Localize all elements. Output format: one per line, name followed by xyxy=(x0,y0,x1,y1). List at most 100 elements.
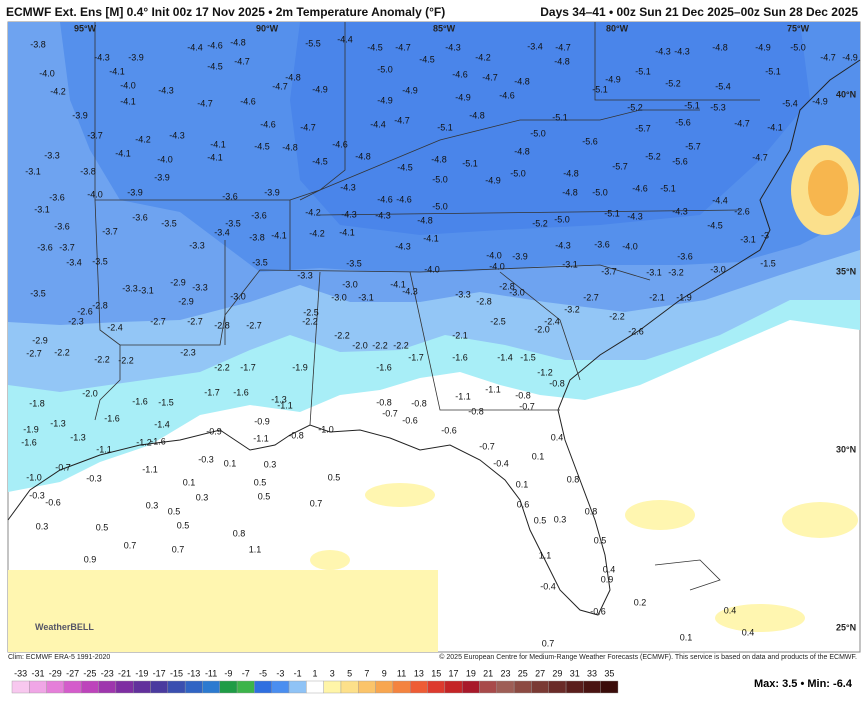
anomaly-label: 0.5 xyxy=(594,535,607,545)
anomaly-label: -3.4 xyxy=(527,41,543,51)
anomaly-label: -3.6 xyxy=(251,210,267,220)
anomaly-label: -4.7 xyxy=(272,81,288,91)
colorbar-label: -11 xyxy=(205,668,217,678)
anomaly-label: -2.2 xyxy=(54,347,70,357)
anomaly-label: -3.5 xyxy=(225,218,241,228)
map-background xyxy=(7,21,861,653)
anomaly-label: 0.1 xyxy=(516,479,529,489)
anomaly-label: -3.1 xyxy=(25,166,41,176)
anomaly-label: -2.3 xyxy=(180,347,196,357)
anomaly-label: -2.8 xyxy=(476,296,492,306)
anomaly-label: 0.5 xyxy=(254,477,267,487)
latitude-labels: 40°N 35°N 30°N 25°N xyxy=(836,89,856,632)
anomaly-label: -4.2 xyxy=(50,86,66,96)
colorbar-swatch xyxy=(306,680,324,694)
anomaly-label: -4.9 xyxy=(377,95,393,105)
anomaly-label: -1.7 xyxy=(204,387,220,397)
anomaly-label: -2.2 xyxy=(609,311,625,321)
anomaly-label: -1.1 xyxy=(277,400,293,410)
colorbar-swatch xyxy=(29,680,47,694)
anomaly-label: -4.1 xyxy=(115,148,131,158)
colorbar-swatch xyxy=(340,680,359,694)
anomaly-label: -4.3 xyxy=(672,206,688,216)
anomaly-label: 0.5 xyxy=(258,491,271,501)
anomaly-label: -0.8 xyxy=(549,378,565,388)
colorbar: -33 -31 -29 -27 -25 -23 -21 -19 -17 -15 -13 -11 -9 -7… xyxy=(11,668,619,694)
colorbar-swatch xyxy=(219,680,238,694)
anomaly-label: -4.3 xyxy=(445,42,461,52)
anomaly-label: -2.2 xyxy=(372,340,388,350)
anomaly-label: -2.8 xyxy=(92,300,108,310)
anomaly-label: -3.5 xyxy=(346,258,362,268)
anomaly-label: -2.9 xyxy=(170,277,186,287)
colorbar-label: 35 xyxy=(604,668,614,678)
anomaly-label: -4.0 xyxy=(424,264,440,274)
colorbar-label: 25 xyxy=(518,668,528,678)
anomaly-label: -4.1 xyxy=(339,227,355,237)
anomaly-label: -1.6 xyxy=(376,362,392,372)
anomaly-label: -5.0 xyxy=(377,64,393,74)
anomaly-label: -2.2 xyxy=(393,340,409,350)
anomaly-label: -5.2 xyxy=(665,78,681,88)
anomaly-label: -3.1 xyxy=(562,259,578,269)
anomaly-label: -4.6 xyxy=(377,194,393,204)
anomaly-label: -1.3 xyxy=(271,394,287,404)
anomaly-label: -3.7 xyxy=(102,226,118,236)
anomaly-label: 0.8 xyxy=(567,474,580,484)
anomaly-label: -3.0 xyxy=(331,292,347,302)
anomaly-label: 0.9 xyxy=(601,574,614,584)
anomaly-label: -2.4 xyxy=(107,322,123,332)
anomaly-label: 0.6 xyxy=(517,499,530,509)
anomaly-label: -5.0 xyxy=(432,201,448,211)
anomaly-label: -1.9 xyxy=(23,424,39,434)
anomaly-label: -4.3 xyxy=(158,85,174,95)
colorbar-swatch xyxy=(63,680,82,694)
anomaly-label: 1.1 xyxy=(249,544,262,554)
latitude-label: 30°N xyxy=(836,444,856,454)
anomaly-label: -5.6 xyxy=(582,136,598,146)
anomaly-label: -4.1 xyxy=(390,279,406,289)
anomaly-labels: -3.8-4.3 -3.9-4.4 -4.6 -4.8-4.7-4.5-5.5 -4.4… xyxy=(21,34,858,648)
anomaly-label: -1.2 xyxy=(136,437,152,447)
colorbar-label: 5 xyxy=(347,668,352,678)
anomaly-label: -3.6 xyxy=(594,239,610,249)
anomaly-label: -0.6 xyxy=(441,425,457,435)
anomaly-label: -4.1 xyxy=(210,139,226,149)
colorbar-label: 31 xyxy=(570,668,580,678)
anomaly-label: -5.1 xyxy=(592,84,608,94)
anomaly-label: -4.3 xyxy=(169,130,185,140)
anomaly-label: 0.4 xyxy=(724,605,737,615)
anomaly-label: -1.9 xyxy=(292,362,308,372)
anomaly-label: -2.2 xyxy=(94,354,110,364)
colorbar-label: -3 xyxy=(276,668,284,678)
anomaly-label: -1.5 xyxy=(158,397,174,407)
copyright: © 2025 European Centre for Medium-Range … xyxy=(439,653,857,661)
anomaly-label: -2.5 xyxy=(303,307,319,317)
anomaly-label: 0.7 xyxy=(310,498,323,508)
anomaly-label: -1.6 xyxy=(452,352,468,362)
anomaly-label: -4.3 xyxy=(674,46,690,56)
colorbar-label: 1 xyxy=(312,668,317,678)
anomaly-label: -3.3 xyxy=(44,150,60,160)
anomaly-label: -5.1 xyxy=(437,122,453,132)
anomaly-label: -4.6 xyxy=(632,183,648,193)
anomaly-label: -3.5 xyxy=(252,257,268,267)
anomaly-label: -4.3 xyxy=(555,240,571,250)
anomaly-label: 0.1 xyxy=(224,458,237,468)
anomaly-label: -3.3 xyxy=(122,283,138,293)
anomaly-label: -4.3 xyxy=(395,241,411,251)
anomaly-label: -3.3 xyxy=(189,240,205,250)
anomaly-label: -4.7 xyxy=(197,98,213,108)
anomaly-label: -4.8 xyxy=(285,72,301,82)
colorbar-label: 19 xyxy=(466,668,476,678)
anomaly-label: -1.1 xyxy=(96,444,112,454)
colorbar-swatch xyxy=(323,680,342,694)
anomaly-label: 0.1 xyxy=(680,632,693,642)
anomaly-label: 0.2 xyxy=(634,597,647,607)
anomaly-label: 0.5 xyxy=(168,506,181,516)
anomaly-label: -3.5 xyxy=(92,256,108,266)
colorbar-swatch xyxy=(496,680,515,694)
longitude-label: 90°W xyxy=(256,23,279,33)
anomaly-label: -0.7 xyxy=(382,408,398,418)
max-min: Max: 3.5 • Min: -6.4 xyxy=(754,678,853,690)
